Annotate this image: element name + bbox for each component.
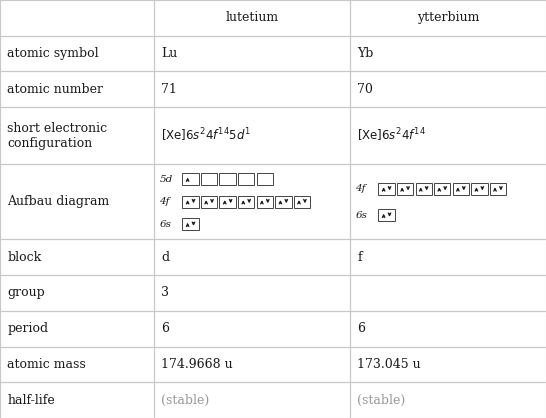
Bar [0, 275, 154, 311]
Bar [182, 196, 199, 207]
Bar [154, 0, 350, 36]
Bar [350, 347, 546, 382]
Bar [201, 173, 217, 185]
Text: half-life: half-life [7, 394, 55, 407]
Text: 173.045 u: 173.045 u [357, 358, 421, 371]
Text: Aufbau diagram: Aufbau diagram [7, 195, 109, 208]
Bar [350, 0, 546, 36]
Bar [154, 347, 350, 382]
Text: 6: 6 [357, 322, 365, 335]
Bar [201, 196, 217, 207]
Text: 3: 3 [161, 286, 169, 299]
Text: block: block [7, 251, 41, 264]
Text: $[\mathrm{Xe}]6s^{2}4f^{14}5d^{1}$: $[\mathrm{Xe}]6s^{2}4f^{14}5d^{1}$ [161, 127, 251, 144]
Bar [154, 382, 350, 418]
Bar [257, 173, 273, 185]
Bar [0, 107, 154, 164]
Bar [378, 209, 395, 221]
Bar [154, 240, 350, 275]
Bar [154, 71, 350, 107]
Bar [0, 36, 154, 71]
Bar [397, 183, 413, 195]
Bar [257, 196, 273, 207]
Bar [378, 183, 395, 195]
Text: atomic number: atomic number [7, 83, 103, 96]
Text: group: group [7, 286, 45, 299]
Text: 6: 6 [161, 322, 169, 335]
Bar [182, 219, 199, 230]
Text: 6s: 6s [159, 220, 171, 229]
Bar [154, 107, 350, 164]
Text: (stable): (stable) [161, 394, 209, 407]
Text: lutetium: lutetium [225, 11, 278, 24]
Bar [350, 36, 546, 71]
Text: 174.9668 u: 174.9668 u [161, 358, 233, 371]
Bar [0, 311, 154, 347]
Bar [219, 173, 236, 185]
Bar [350, 311, 546, 347]
Text: $[\mathrm{Xe}]6s^{2}4f^{14}$: $[\mathrm{Xe}]6s^{2}4f^{14}$ [357, 127, 426, 144]
Text: 6s: 6s [355, 211, 367, 220]
Text: 5d: 5d [159, 175, 173, 184]
Text: f: f [357, 251, 361, 264]
Bar [154, 311, 350, 347]
Text: period: period [7, 322, 48, 335]
Bar [219, 196, 236, 207]
Text: 4f: 4f [355, 184, 366, 194]
Bar [154, 275, 350, 311]
Bar [350, 240, 546, 275]
Bar [0, 164, 154, 240]
Text: atomic mass: atomic mass [7, 358, 86, 371]
Bar [350, 382, 546, 418]
Text: 4f: 4f [159, 197, 170, 206]
Text: 71: 71 [161, 83, 177, 96]
Bar [275, 196, 292, 207]
Bar [350, 71, 546, 107]
Text: d: d [161, 251, 169, 264]
Text: short electronic
configuration: short electronic configuration [7, 122, 107, 150]
Text: (stable): (stable) [357, 394, 405, 407]
Bar [238, 196, 254, 207]
Bar [294, 196, 310, 207]
Bar [471, 183, 488, 195]
Text: 70: 70 [357, 83, 373, 96]
Bar [154, 36, 350, 71]
Bar [416, 183, 432, 195]
Bar [0, 71, 154, 107]
Bar [182, 173, 199, 185]
Bar [0, 240, 154, 275]
Bar [0, 0, 154, 36]
Bar [350, 275, 546, 311]
Bar [154, 164, 350, 240]
Bar [238, 173, 254, 185]
Text: ytterbium: ytterbium [417, 11, 479, 24]
Bar [453, 183, 469, 195]
Text: Lu: Lu [161, 47, 177, 60]
Bar [0, 382, 154, 418]
Bar [350, 164, 546, 240]
Bar [350, 107, 546, 164]
Text: Yb: Yb [357, 47, 373, 60]
Bar [0, 347, 154, 382]
Bar [434, 183, 450, 195]
Text: atomic symbol: atomic symbol [7, 47, 99, 60]
Bar [490, 183, 506, 195]
